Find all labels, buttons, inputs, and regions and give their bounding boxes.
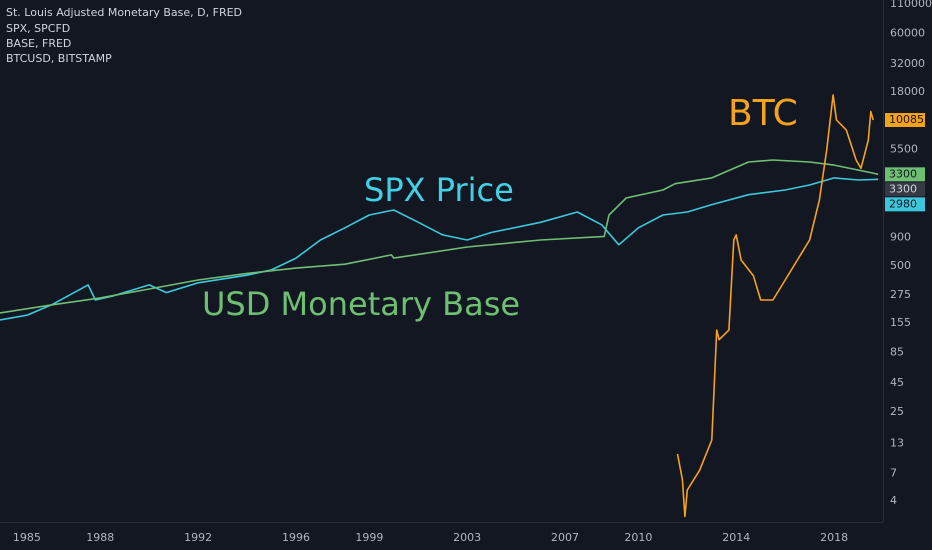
y-tick-label: 32000 <box>890 57 925 70</box>
legend-entry: BASE, FRED <box>6 37 71 50</box>
y-tick-label: 5500 <box>890 142 918 155</box>
x-tick-label: 1992 <box>184 531 212 544</box>
y-tick-label: 60000 <box>890 26 925 39</box>
price-label: 3300 <box>889 182 917 195</box>
x-tick-label: 2003 <box>453 531 481 544</box>
price-label: 2980 <box>889 197 917 210</box>
price-label-box <box>885 182 925 197</box>
y-tick-label: 45 <box>890 376 904 389</box>
x-tick-label: 2007 <box>551 531 579 544</box>
price-label: 3300 <box>889 167 917 180</box>
price-label-box <box>885 113 925 128</box>
legend-entry: SPX, SPCFD <box>6 22 70 35</box>
series-line <box>676 94 874 518</box>
y-tick-label: 18000 <box>890 85 925 98</box>
y-tick-label: 900 <box>890 231 911 244</box>
y-tick-label: 500 <box>890 259 911 272</box>
x-tick-label: 1999 <box>355 531 383 544</box>
x-tick-label: 1996 <box>282 531 310 544</box>
y-tick-label: 7 <box>890 467 897 480</box>
price-label-box <box>885 197 925 212</box>
chart-title: St. Louis Adjusted Monetary Base, D, FRE… <box>6 6 242 19</box>
price-label: 10085 <box>889 113 924 126</box>
x-tick-label: 2014 <box>722 531 750 544</box>
x-tick-label: 2010 <box>624 531 652 544</box>
y-tick-label: 155 <box>890 316 911 329</box>
x-tick-label: 1988 <box>86 531 114 544</box>
y-tick-label: 85 <box>890 345 904 358</box>
y-tick-label: 275 <box>890 288 911 301</box>
y-tick-label: 4 <box>890 494 897 507</box>
series-line <box>0 159 879 314</box>
annotation: BTC <box>728 93 798 134</box>
x-tick-label: 1985 <box>13 531 41 544</box>
y-tick-label: 13 <box>890 437 904 450</box>
y-tick-label: 110000 <box>890 0 932 10</box>
price-label-box <box>885 167 925 182</box>
annotation: USD Monetary Base <box>202 285 520 323</box>
annotation: SPX Price <box>364 171 514 209</box>
legend-entry: BTCUSD, BITSTAMP <box>6 52 112 65</box>
y-tick-label: 25 <box>890 405 904 418</box>
series-line <box>0 177 879 321</box>
x-tick-label: 2018 <box>820 531 848 544</box>
